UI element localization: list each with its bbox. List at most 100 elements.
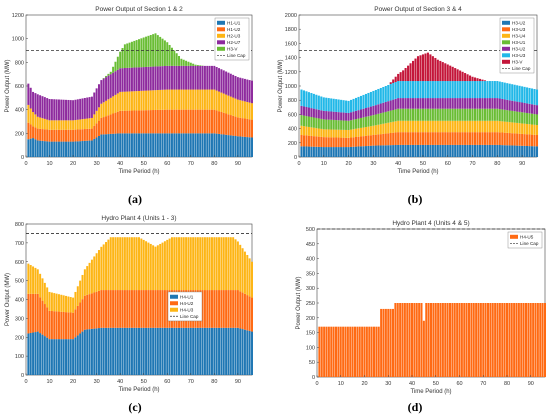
- bar-h3-u1-t87: [513, 111, 516, 123]
- bar-h3-u2-t3: [305, 146, 308, 157]
- x-tick-label: 50: [141, 161, 147, 167]
- legend-label: H1-U2: [227, 27, 241, 32]
- bar-h4-u3-t70: [189, 237, 192, 291]
- bar-h3-u3-t63: [454, 132, 457, 145]
- bar-h3-u3-t13: [330, 98, 333, 112]
- chart-d-svg: 0 10 20 30 40 50 60 70 80 90050100150200250300350…: [296, 220, 546, 395]
- bar-h2-u7-t3: [32, 91, 35, 113]
- bar-h3-u2-t28: [367, 145, 370, 157]
- x-tick-label: 60: [445, 161, 451, 167]
- bar-h2-u7-t87: [229, 73, 232, 97]
- bar-h3-u4-t20: [347, 130, 350, 138]
- bar-h3-u2-t74: [481, 98, 484, 109]
- bar-h1-u2-t17: [65, 129, 68, 142]
- bar-h2-u7-t68: [185, 65, 188, 90]
- y-axis-label: Power Output (MW): [296, 276, 302, 329]
- bar-h1-u2-t13: [55, 129, 58, 142]
- bar-h4-u1-t95: [248, 330, 251, 375]
- bar-h3-u2-t84: [506, 99, 509, 111]
- bar-h3-u2-t87: [513, 145, 516, 157]
- bar-h4-u1-t28: [90, 328, 93, 375]
- bar-h3-u2-t11: [325, 111, 328, 120]
- bar-h3-u4-t89: [518, 123, 521, 134]
- bar-h2-u7-t74: [199, 65, 202, 90]
- bar-h4-u3-t41: [121, 237, 124, 291]
- legend-label: H2-U3: [227, 34, 241, 39]
- bar-h1-u1-t42: [123, 133, 126, 157]
- bar-h1-u1-t71: [192, 133, 195, 157]
- bar-h3-v-t42: [402, 70, 405, 82]
- bar-h4-u5-t59: [456, 303, 459, 377]
- bar-h2-u3-t93: [243, 101, 246, 119]
- bar-h3-u2-t5: [310, 146, 313, 157]
- bar-h3-u1-t14: [332, 119, 335, 130]
- bar-h3-v-t66: [461, 71, 464, 82]
- bar-h3-u2-t19: [345, 112, 348, 121]
- bar-h2-u3-t16: [62, 120, 65, 130]
- bar-h1-u2-t71: [192, 109, 195, 134]
- bar-h3-v-t72: [194, 64, 197, 66]
- bar-h3-u2-t37: [389, 145, 392, 157]
- bar-h2-u7-t2: [29, 87, 32, 109]
- bar-h3-u2-t20: [347, 112, 350, 121]
- y-tick-label: 600: [288, 112, 297, 118]
- bar-h3-u3-t56: [436, 81, 439, 99]
- bar-h2-u7-t58: [161, 66, 164, 90]
- bar-h3-u3-t24: [357, 96, 360, 111]
- bar-h3-u3-t74: [481, 132, 484, 145]
- bar-h4-u1-t66: [180, 327, 183, 375]
- bar-h3-u4-t60: [446, 120, 449, 133]
- bar-h3-u1-t22: [352, 119, 355, 130]
- bar-h3-u3-t67: [464, 81, 467, 99]
- bar-h1-u1-t75: [201, 133, 204, 157]
- x-tick-label: 70: [188, 379, 194, 385]
- bar-h2-u7-t21: [74, 99, 77, 121]
- bar-h2-u7-t72: [194, 65, 197, 90]
- bar-h3-u1-t90: [521, 112, 524, 124]
- bar-h3-u2-t78: [491, 98, 494, 109]
- bar-h3-u3-t31: [374, 89, 377, 106]
- bar-h4-u3-t53: [149, 243, 152, 291]
- bar-h3-u3-t59: [444, 132, 447, 145]
- bar-h1-u1-t84: [222, 134, 225, 157]
- x-tick-label: 60: [456, 381, 462, 387]
- bar-h4-u3-t55: [154, 246, 157, 291]
- bar-h3-u4-t25: [359, 127, 363, 137]
- y-tick-label: 0: [294, 155, 297, 161]
- bar-h3-v-t60: [166, 42, 169, 66]
- bar-h3-u3-t10: [322, 137, 325, 148]
- bar-h4-u2-t50: [142, 290, 145, 328]
- bar-h1-u2-t91: [239, 117, 242, 137]
- bar-h3-u2-t46: [412, 98, 415, 109]
- bar-h4-u2-t13: [55, 311, 58, 340]
- bar-h3-u3-t42: [402, 132, 405, 145]
- x-tick-label: 10: [338, 381, 344, 387]
- bar-h1-u2-t3: [32, 126, 35, 139]
- bar-h2-u7-t16: [62, 99, 65, 121]
- bar-h4-u3-t20: [72, 297, 75, 313]
- bar-h4-u3-t40: [119, 237, 122, 291]
- bar-h2-u7-t14: [57, 99, 60, 121]
- bar-h4-u3-t90: [236, 241, 239, 291]
- bar-h3-u1-t79: [493, 108, 496, 121]
- bar-h2-u7-t75: [201, 65, 204, 90]
- y-tick-label: 500: [306, 227, 315, 233]
- bar-h4-u5-t84: [515, 303, 518, 377]
- bar-h4-u2-t41: [121, 290, 124, 328]
- bar-h4-u5-t66: [472, 303, 475, 377]
- bar-h2-u7-t17: [65, 99, 68, 121]
- x-tick-label: 0: [24, 379, 27, 385]
- bar-h4-u2-t33: [102, 290, 105, 328]
- bar-h3-v-t43: [126, 43, 129, 68]
- bar-h2-u7-t93: [243, 78, 246, 102]
- bar-h4-u5-t55: [446, 303, 449, 377]
- bar-h3-v-t39: [394, 76, 397, 83]
- bar-h3-u2-t79: [493, 144, 496, 157]
- bar-h2-u3-t27: [88, 118, 91, 129]
- bar-h1-u2-t29: [93, 125, 96, 139]
- bar-h3-v-t49: [140, 38, 143, 68]
- bar-h1-u1-t70: [189, 133, 192, 157]
- bar-h4-u2-t84: [222, 290, 225, 328]
- bar-h1-u2-t90: [236, 117, 239, 137]
- bar-h4-u5-t91: [532, 303, 535, 377]
